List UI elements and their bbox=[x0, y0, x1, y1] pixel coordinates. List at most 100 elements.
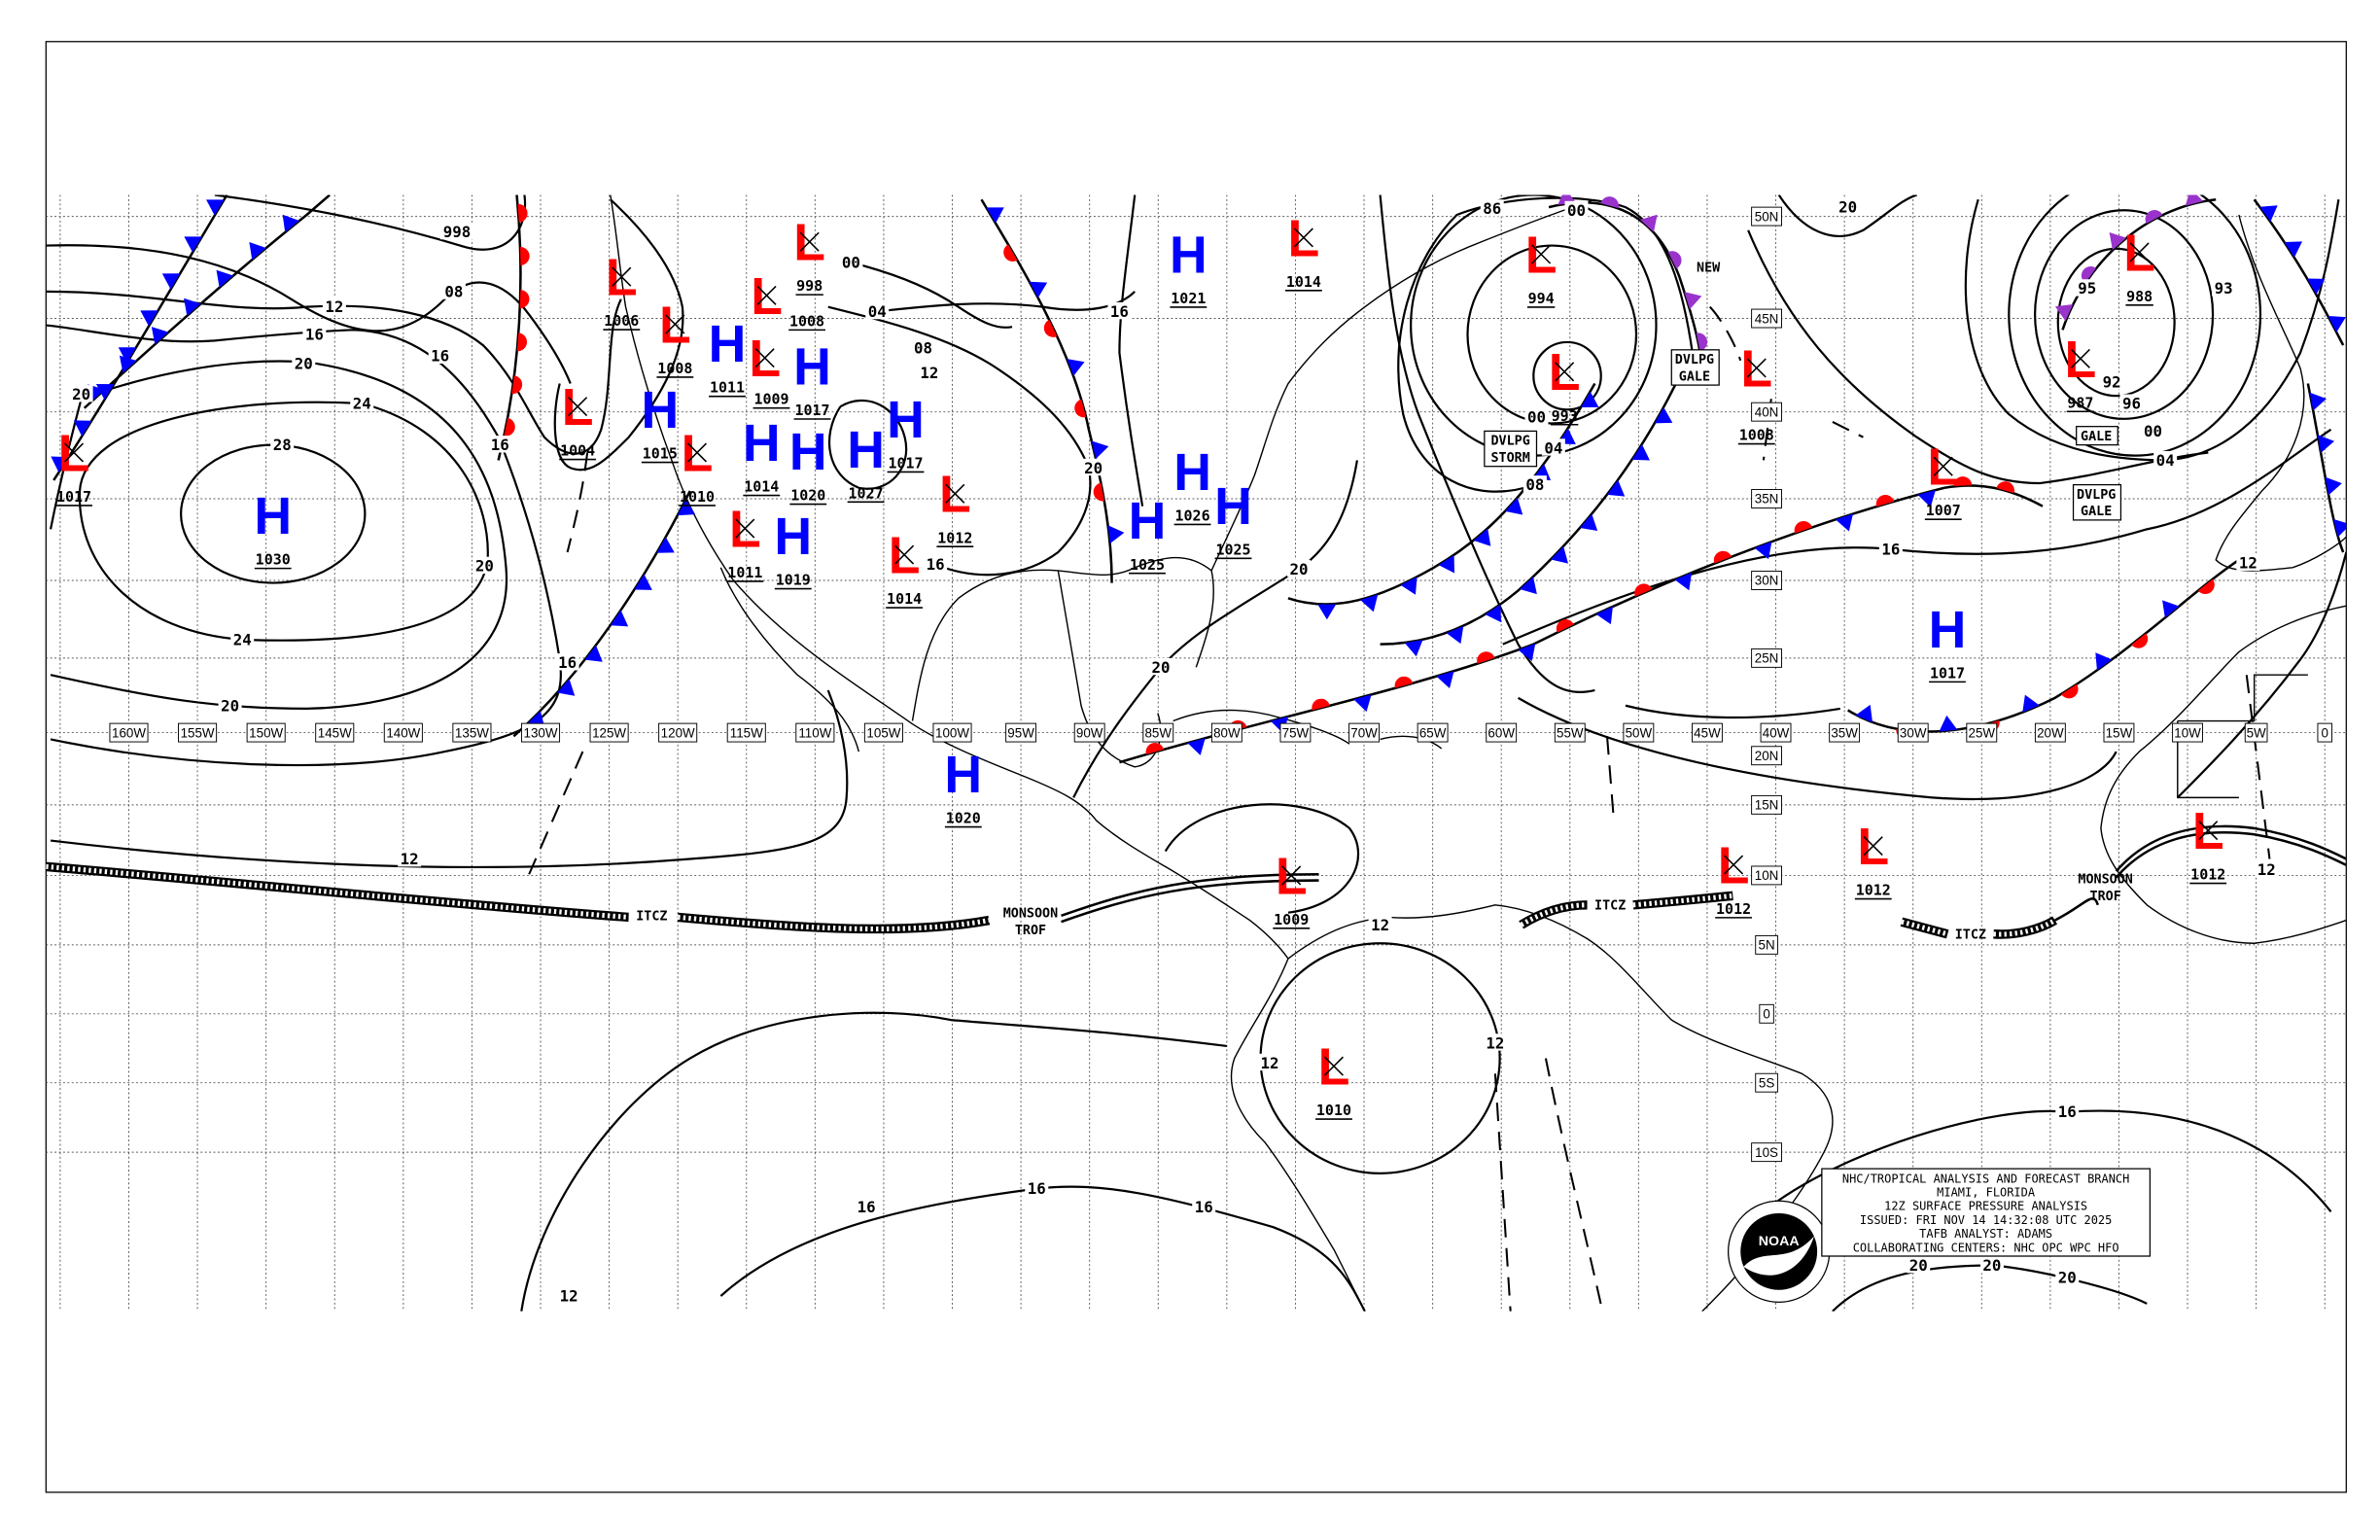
central-pressure-value: 1017 bbox=[794, 402, 829, 419]
isobar-label: 16 bbox=[305, 326, 324, 344]
isobar-label-mask bbox=[218, 696, 242, 714]
longitude-label: 60W bbox=[1488, 725, 1515, 740]
longitude-label-group: 140W bbox=[383, 722, 423, 743]
cold-front-line bbox=[83, 194, 331, 409]
low-center-x-mark bbox=[1746, 358, 1767, 378]
low-center-x-mark bbox=[1555, 362, 1575, 382]
map-frame bbox=[45, 41, 2347, 1493]
isobar-label-mask bbox=[1025, 1179, 1049, 1197]
high-pressure-symbol: H bbox=[254, 487, 292, 545]
longitude-label: 105W bbox=[866, 725, 900, 740]
cold-front-line bbox=[2306, 383, 2345, 553]
developing-storm-box: DVLPG STORM bbox=[1484, 430, 1538, 468]
warm-front-semicircle bbox=[1634, 583, 1653, 597]
isobar-label: 12 bbox=[1486, 1033, 1504, 1052]
cold-front-triangle bbox=[1485, 604, 1502, 623]
isobar-label-group: 12 bbox=[557, 1287, 581, 1306]
cold-front-triangle bbox=[584, 645, 603, 662]
isobar-label-group: 20 bbox=[1979, 1256, 2004, 1275]
isobar-label-group: 96 bbox=[2119, 395, 2144, 413]
central-pressure-group: 1017 bbox=[55, 488, 92, 507]
central-pressure-group: 1011 bbox=[709, 379, 746, 398]
itcz-label: ITCZ bbox=[1594, 899, 1626, 914]
low-center-x-mark bbox=[612, 266, 632, 287]
isobar-label-group: 20 bbox=[1081, 459, 1105, 477]
isobar-label-group: 20 bbox=[2055, 1269, 2080, 1287]
central-pressure-value: 1011 bbox=[710, 379, 745, 397]
longitude-label-box bbox=[1623, 722, 1655, 743]
pressure-center-low: L 1012 bbox=[936, 466, 974, 548]
title-line: 12Z SURFACE PRESSURE ANALYSIS bbox=[1884, 1200, 2087, 1213]
title-box: NHC/TROPICAL ANALYSIS AND FORECAST BRANC… bbox=[1821, 1168, 2152, 1257]
cold-front-triangle bbox=[2325, 476, 2342, 496]
latitude-label: 25N bbox=[1755, 651, 1779, 666]
title-line: ISSUED: FRI NOV 14 14:32:08 UTC 2025 bbox=[1860, 1213, 2112, 1227]
cold-front-triangle bbox=[656, 537, 675, 553]
central-pressure-value: 1026 bbox=[1175, 508, 1210, 525]
latitude-label: 5N bbox=[1759, 938, 1775, 953]
central-pressure-value: 998 bbox=[796, 277, 822, 295]
developing-gale-box: DVLPG GALE bbox=[1670, 349, 1720, 386]
cold-front-triangle bbox=[677, 499, 696, 516]
gale-box: GALE bbox=[2076, 426, 2118, 446]
warm-front-semicircle bbox=[520, 247, 530, 265]
central-pressure-group: 1008 bbox=[788, 312, 825, 332]
low-pressure-symbol-group: L bbox=[58, 424, 90, 482]
isobar-label-group: 04 bbox=[1541, 438, 1565, 457]
longitude-label: 45W bbox=[1694, 725, 1721, 740]
central-pressure-group: 1009 bbox=[1273, 911, 1311, 929]
isobar-label: 00 bbox=[1527, 408, 1546, 427]
longitude-label-box bbox=[2034, 722, 2066, 743]
isobar-label-mask bbox=[350, 394, 374, 411]
longitude-label: 70W bbox=[1350, 725, 1378, 740]
low-center-x-mark bbox=[756, 285, 777, 305]
isobar-label-mask bbox=[69, 385, 93, 402]
isobar-label: 16 bbox=[491, 436, 509, 454]
cold-front-triangle bbox=[161, 273, 181, 290]
longitude-label: 135W bbox=[455, 725, 489, 740]
longitude-label: 20W bbox=[2037, 725, 2064, 740]
longitude-label-box bbox=[383, 722, 423, 743]
isobar-label-mask bbox=[441, 282, 466, 299]
isobar-label-mask bbox=[1522, 475, 1547, 493]
longitude-label-group: 155W bbox=[178, 722, 218, 743]
high-pressure-symbol-group: H bbox=[743, 414, 781, 472]
longitude-label: 110W bbox=[798, 725, 831, 740]
cold-front-triangle bbox=[1317, 604, 1337, 620]
central-pressure-group: 1006 bbox=[603, 312, 641, 331]
central-pressure-value: 1019 bbox=[776, 572, 811, 589]
cold-front-triangle bbox=[2259, 205, 2278, 223]
low-pressure-symbol-group: L bbox=[1549, 343, 1581, 402]
warm-front-semicircle bbox=[1145, 743, 1165, 755]
warm-front-semicircle bbox=[2061, 683, 2079, 699]
latitude-label-box bbox=[1751, 794, 1783, 815]
isobar-label-mask bbox=[911, 338, 935, 357]
longitude-label: 0 bbox=[2321, 725, 2328, 740]
low-center-x-mark bbox=[2129, 242, 2150, 262]
isobar-label-group: 16 bbox=[1878, 540, 1903, 558]
longitude-label: 115W bbox=[730, 725, 763, 740]
isobar-label-group: 12 bbox=[2255, 860, 2279, 879]
monsoon-trough-label: MONSOON bbox=[1003, 906, 1058, 921]
longitude-label-group: 10W bbox=[2172, 722, 2203, 743]
pressure-center-high: H 1017 bbox=[793, 337, 831, 420]
latitude-label-box bbox=[1755, 1072, 1778, 1093]
central-pressure-group: 1010 bbox=[679, 488, 716, 507]
pressure-center-low: L 994 bbox=[1525, 226, 1558, 308]
latitude-label-box bbox=[1755, 934, 1778, 955]
isobar-label-group: 16 bbox=[1025, 1179, 1049, 1198]
isobar-label: 998 bbox=[443, 223, 471, 241]
longitude-label: 150W bbox=[249, 725, 283, 740]
central-pressure-group: 1025 bbox=[1214, 541, 1252, 560]
pressure-center-high: H 1026 bbox=[1173, 443, 1211, 526]
isobar-label: 16 bbox=[927, 555, 945, 574]
low-center-x-mark bbox=[64, 442, 85, 463]
isobar-label: 93 bbox=[2215, 279, 2233, 298]
longitude-label-box bbox=[109, 722, 149, 743]
longitude-label-group: 70W bbox=[1348, 722, 1380, 743]
central-pressure-value: 1009 bbox=[1274, 911, 1309, 928]
longitude-label-group: 60W bbox=[1486, 722, 1518, 743]
central-pressure-value: 994 bbox=[1528, 290, 1555, 307]
central-pressure-value: 1008 bbox=[789, 312, 824, 330]
cold-front-triangle bbox=[1187, 738, 1206, 755]
